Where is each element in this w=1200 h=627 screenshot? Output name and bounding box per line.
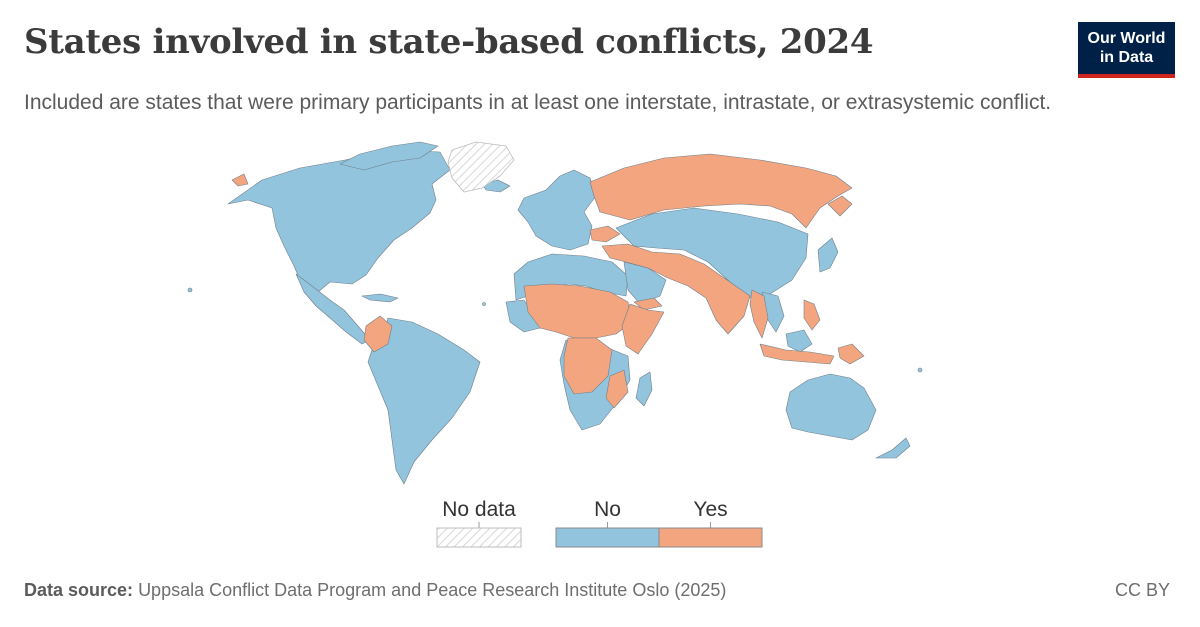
region-mexico-central-america[interactable]	[295, 273, 371, 345]
source-text[interactable]: Uppsala Conflict Data Program and Peace …	[138, 580, 727, 600]
legend-label-no-data: No data	[442, 498, 516, 521]
region-russia-far-east[interactable]	[827, 195, 853, 217]
region-caribbean[interactable]	[361, 293, 399, 303]
region-mozambique[interactable]	[605, 369, 629, 409]
source-label: Data source:	[24, 580, 134, 600]
legend-label-no: No	[594, 498, 621, 521]
region-philippines[interactable]	[803, 299, 821, 331]
region-cape-verde[interactable]	[482, 302, 486, 306]
region-indonesia[interactable]	[759, 343, 835, 365]
owid-logo[interactable]: Our World in Data	[1078, 22, 1175, 78]
legend-label-yes: Yes	[693, 498, 727, 521]
region-borneo[interactable]	[785, 329, 813, 353]
region-new-zealand[interactable]	[875, 437, 911, 459]
region-horn-of-africa[interactable]	[621, 303, 665, 355]
region-papua-new-guinea[interactable]	[837, 343, 865, 365]
region-australia[interactable]	[785, 373, 877, 441]
legend-swatch-yes[interactable]	[658, 527, 763, 548]
region-russia[interactable]	[589, 153, 853, 229]
legend-swatch-no[interactable]	[555, 527, 660, 548]
region-central-africa[interactable]	[563, 337, 613, 395]
region-ukraine[interactable]	[589, 225, 621, 243]
chart-subtitle: Included are states that were primary pa…	[24, 91, 1052, 114]
region-russia-chukotka[interactable]	[231, 173, 249, 187]
region-hawaii[interactable]	[187, 287, 193, 293]
region-pacific-islands[interactable]	[917, 367, 923, 373]
region-myanmar-thailand[interactable]	[749, 289, 769, 339]
chart-title: States involved in state-based conflicts…	[24, 22, 874, 62]
region-central-east-asia[interactable]	[615, 207, 809, 299]
region-europe[interactable]	[517, 169, 597, 251]
region-madagascar[interactable]	[635, 371, 653, 407]
region-north-america[interactable]	[227, 149, 451, 293]
region-colombia[interactable]	[363, 315, 393, 353]
region-sahel[interactable]	[523, 283, 633, 339]
legend-swatch-no-data[interactable]	[436, 527, 522, 548]
region-arctic-islands[interactable]	[339, 141, 439, 171]
logo-line-2: in Data	[1099, 49, 1154, 66]
world-map[interactable]	[120, 138, 1080, 490]
logo-accent-bar	[1078, 74, 1175, 78]
region-japan[interactable]	[817, 237, 839, 273]
region-middle-east-south-asia[interactable]	[601, 243, 751, 335]
license-label[interactable]: CC BY	[1114, 580, 1170, 600]
legend: No data No Yes	[436, 498, 763, 548]
region-south-america[interactable]	[367, 317, 481, 485]
region-greenland[interactable]	[447, 141, 515, 193]
logo-line-1: Our World	[1087, 30, 1166, 47]
footer-source: Data source: Uppsala Conflict Data Progr…	[24, 580, 726, 601]
